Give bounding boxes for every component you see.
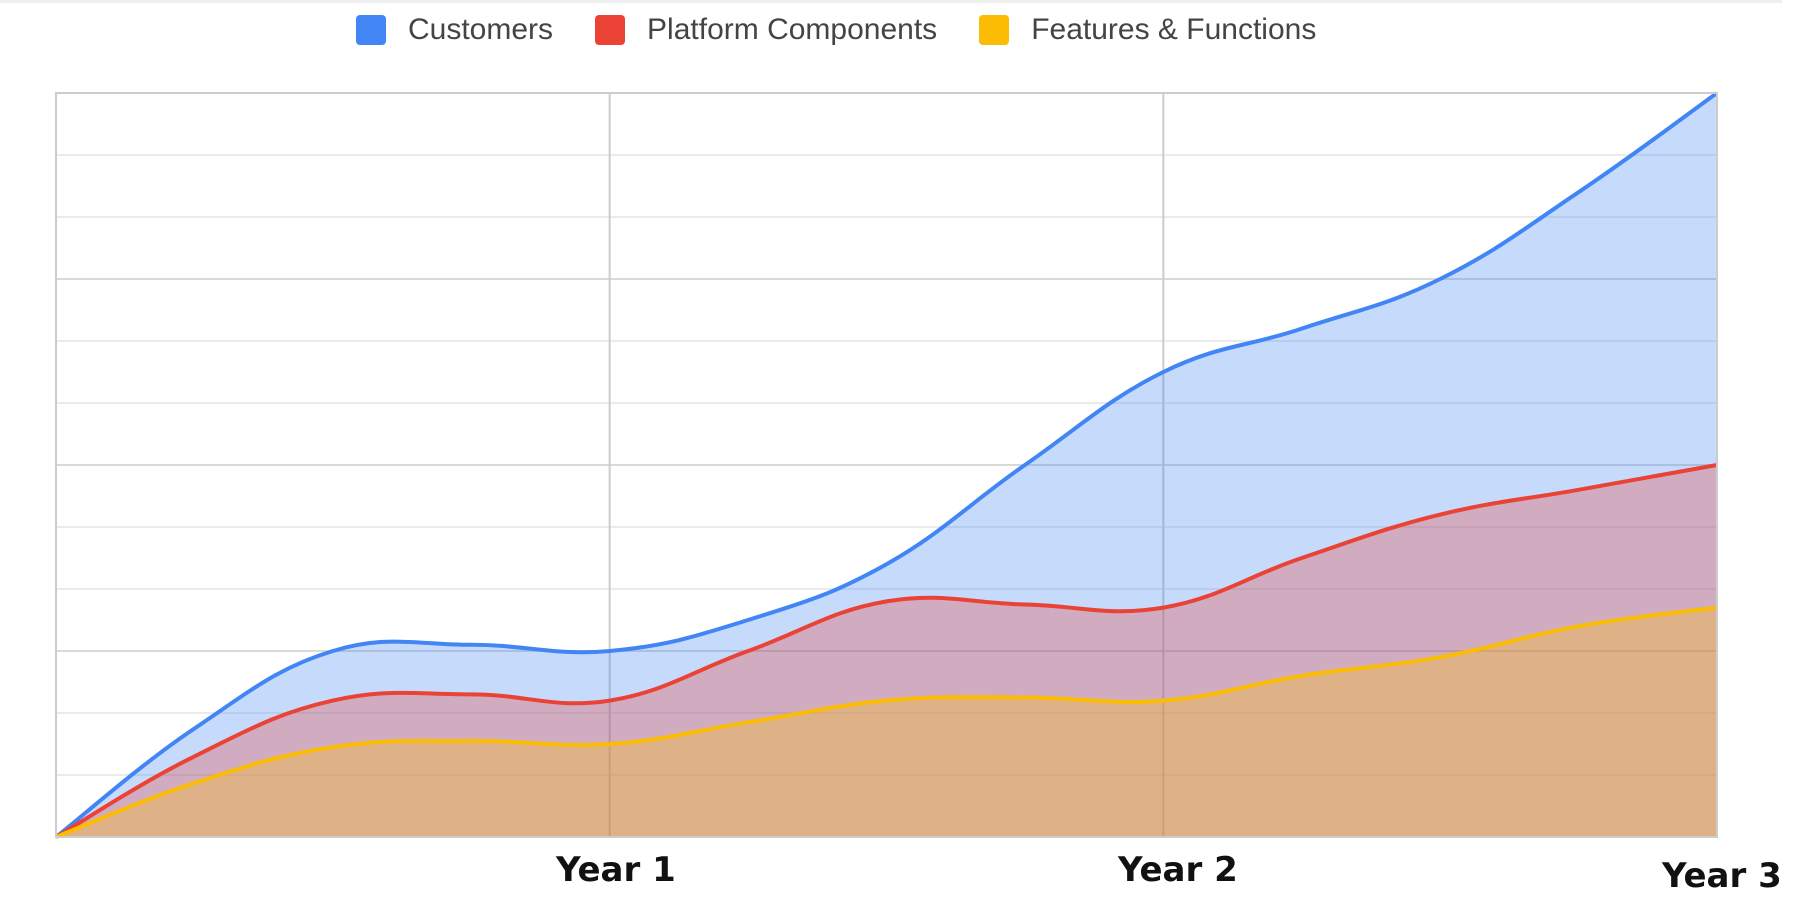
line-customers[interactable] (54, 91, 1719, 839)
x-axis-label-year-2: Year 2 (1118, 850, 1238, 890)
line-platform-components[interactable] (54, 463, 1718, 839)
area-customers (56, 93, 1717, 837)
legend-label: Platform Components (647, 13, 938, 46)
series-lines (54, 91, 1719, 839)
chart-legend: Customers Platform Components Features &… (356, 10, 1358, 50)
legend-swatch-platform-components (595, 15, 626, 45)
legend-label: Features & Functions (1031, 13, 1317, 46)
plot-frame (55, 92, 1718, 838)
top-border (0, 0, 1782, 3)
legend-item-customers[interactable]: Customers (356, 13, 553, 47)
legend-label: Customers (408, 13, 554, 46)
x-axis-label-year-1: Year 1 (556, 850, 676, 890)
legend-swatch-customers (356, 15, 386, 45)
legend-item-platform-components[interactable]: Platform Components (595, 13, 937, 47)
x-axis-label-year-3: Year 3 (1662, 856, 1782, 896)
legend-item-features-functions[interactable]: Features & Functions (979, 13, 1316, 47)
area-features-functions (56, 607, 1717, 837)
gridlines (56, 93, 1717, 837)
legend-swatch-features-functions (979, 15, 1010, 45)
line-features-functions[interactable] (55, 605, 1718, 839)
